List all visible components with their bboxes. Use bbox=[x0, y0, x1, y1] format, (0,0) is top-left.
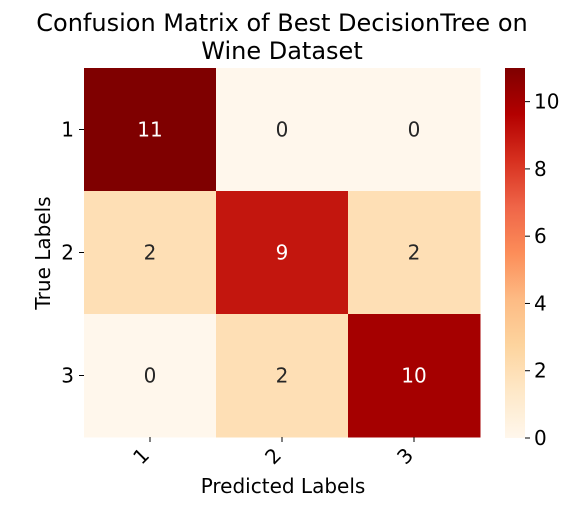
cell-annotation: 2 bbox=[408, 241, 421, 265]
colorbar-ticks: 0 2 4 6 8 10 bbox=[525, 90, 559, 450]
cell-annotation: 9 bbox=[276, 241, 289, 265]
y-tick-label: 3 bbox=[61, 364, 74, 388]
chart-title-line-1: Confusion Matrix of Best DecisionTree on bbox=[36, 9, 527, 37]
heatmap-cells bbox=[84, 68, 481, 438]
heatmap-cell bbox=[348, 191, 481, 315]
y-axis-label: True Labels bbox=[31, 196, 55, 310]
heatmap-cell bbox=[216, 191, 349, 315]
x-axis-ticks: 1 2 3 bbox=[128, 437, 418, 469]
heatmap-cell bbox=[216, 314, 349, 438]
colorbar-tick-label: 4 bbox=[534, 291, 547, 315]
heatmap-cell bbox=[348, 68, 481, 192]
heatmap-cell bbox=[84, 191, 217, 315]
colorbar-tick-label: 8 bbox=[534, 157, 547, 181]
cell-annotation: 2 bbox=[144, 241, 157, 265]
cell-annotation: 2 bbox=[276, 364, 289, 388]
y-axis-ticks: 1 2 3 bbox=[61, 118, 84, 388]
cell-annotations: 11 0 0 2 9 2 0 2 10 bbox=[137, 118, 426, 388]
colorbar bbox=[505, 68, 525, 438]
chart-title-line-2: Wine Dataset bbox=[201, 37, 362, 65]
cell-annotation: 11 bbox=[137, 118, 162, 142]
cell-annotation: 0 bbox=[144, 364, 157, 388]
heatmap-cell bbox=[84, 314, 217, 438]
cell-annotation: 0 bbox=[408, 118, 421, 142]
x-tick-label: 1 bbox=[128, 443, 154, 469]
heatmap-cell bbox=[348, 314, 481, 438]
colorbar-tick-label: 0 bbox=[534, 426, 547, 450]
y-tick-label: 1 bbox=[61, 118, 74, 142]
colorbar-tick-label: 6 bbox=[534, 224, 547, 248]
colorbar-tick-label: 2 bbox=[534, 359, 547, 383]
heatmap-cell bbox=[84, 68, 217, 192]
heatmap-cell bbox=[216, 68, 349, 192]
x-tick-label: 2 bbox=[260, 443, 286, 469]
x-tick-label: 3 bbox=[392, 443, 418, 469]
cell-annotation: 10 bbox=[401, 364, 426, 388]
y-tick-label: 2 bbox=[61, 241, 74, 265]
colorbar-tick-label: 10 bbox=[534, 90, 559, 114]
x-axis-label: Predicted Labels bbox=[201, 474, 366, 498]
cell-annotation: 0 bbox=[276, 118, 289, 142]
